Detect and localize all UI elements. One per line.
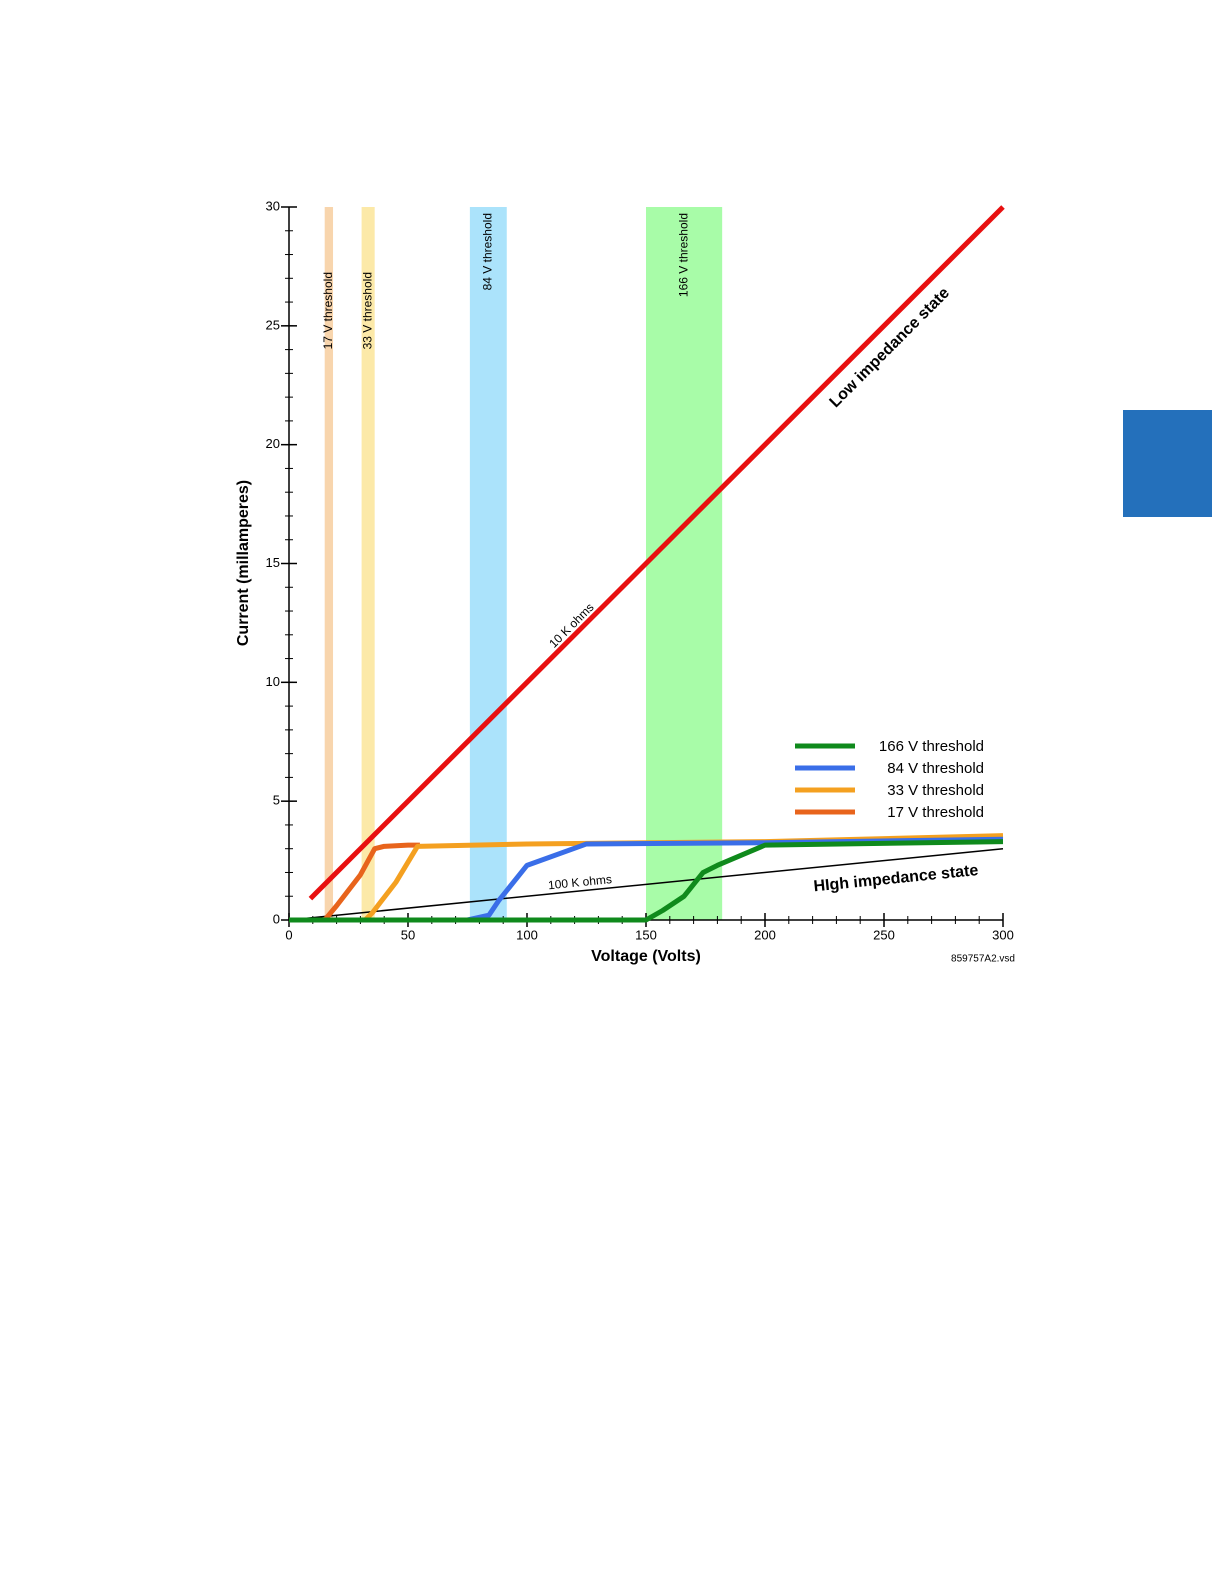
- x-axis-label: Voltage (Volts): [591, 948, 701, 965]
- threshold-band: [469, 207, 507, 920]
- band-label: 84 V threshold: [480, 213, 494, 290]
- y-tick-label: 10: [266, 674, 280, 689]
- y-tick-label: 20: [266, 436, 280, 451]
- legend-label: 33 V threshold: [887, 782, 984, 799]
- threshold-band: [361, 207, 375, 920]
- y-tick-label: 5: [273, 793, 280, 808]
- x-tick-label: 250: [873, 927, 895, 942]
- band-label: 166 V threshold: [676, 213, 690, 297]
- reference-label: 100 K ohms: [547, 872, 612, 892]
- x-tick-label: 100: [516, 927, 538, 942]
- band-label: 17 V threshold: [321, 272, 335, 349]
- y-axis-label: Current (millamperes): [235, 480, 252, 646]
- x-tick-label: 300: [992, 927, 1014, 942]
- band-label: 33 V threshold: [360, 272, 374, 349]
- reference-label: 10 K ohms: [546, 600, 596, 650]
- legend-label: 166 V threshold: [879, 738, 984, 755]
- reference-line: [288, 847, 1004, 921]
- data-line: [289, 839, 1004, 923]
- threshold-band: [646, 207, 723, 920]
- legend-label: 17 V threshold: [887, 804, 984, 821]
- x-tick-label: 200: [754, 927, 776, 942]
- reference-line: [308, 205, 1005, 901]
- annotation: Low impedance state: [827, 285, 954, 412]
- y-tick-label: 30: [266, 198, 280, 213]
- y-tick-label: 15: [266, 555, 280, 570]
- threshold-band: [324, 207, 334, 920]
- x-tick-label: 50: [401, 927, 415, 942]
- side-tab: [1123, 410, 1212, 517]
- legend-label: 84 V threshold: [887, 760, 984, 777]
- y-tick-label: 25: [266, 317, 280, 332]
- chart: 17 V threshold 33 V threshold 84 V thresho…: [235, 198, 1015, 965]
- x-tick-label: 0: [285, 927, 292, 942]
- footnote: 859757A2.vsd: [951, 954, 1015, 965]
- x-tick-label: 150: [635, 927, 657, 942]
- y-tick-label: 0: [273, 911, 280, 926]
- annotation: HIgh impedance state: [813, 862, 979, 895]
